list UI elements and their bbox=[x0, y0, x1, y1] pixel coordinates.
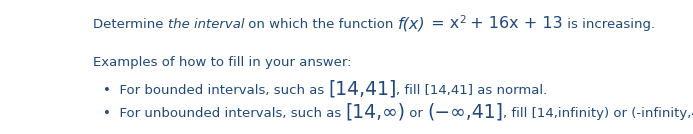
Text: For bounded intervals, such as: For bounded intervals, such as bbox=[111, 85, 328, 98]
Text: •: • bbox=[103, 107, 111, 120]
Text: the interval: the interval bbox=[168, 18, 245, 31]
Text: is increasing.: is increasing. bbox=[563, 18, 655, 31]
Text: f(x): f(x) bbox=[398, 16, 426, 31]
Text: (−∞,41]: (−∞,41] bbox=[428, 102, 503, 121]
Text: = x: = x bbox=[426, 16, 459, 31]
Text: Examples of how to fill in your answer:: Examples of how to fill in your answer: bbox=[93, 56, 351, 69]
Text: + 16x + 13: + 16x + 13 bbox=[466, 16, 563, 31]
Text: or: or bbox=[405, 107, 428, 120]
Text: [14,41]: [14,41] bbox=[328, 79, 396, 98]
Text: , fill [14,infinity) or (-infinity,41], respectively.: , fill [14,infinity) or (-infinity,41], … bbox=[503, 107, 693, 120]
Text: 2: 2 bbox=[459, 15, 466, 25]
Text: •: • bbox=[103, 85, 111, 98]
Text: [14,∞): [14,∞) bbox=[345, 102, 405, 121]
Text: Determine: Determine bbox=[93, 18, 168, 31]
Text: , fill [14,41] as normal.: , fill [14,41] as normal. bbox=[396, 85, 547, 98]
Text: on which the function: on which the function bbox=[245, 18, 398, 31]
Text: For unbounded intervals, such as: For unbounded intervals, such as bbox=[111, 107, 345, 120]
